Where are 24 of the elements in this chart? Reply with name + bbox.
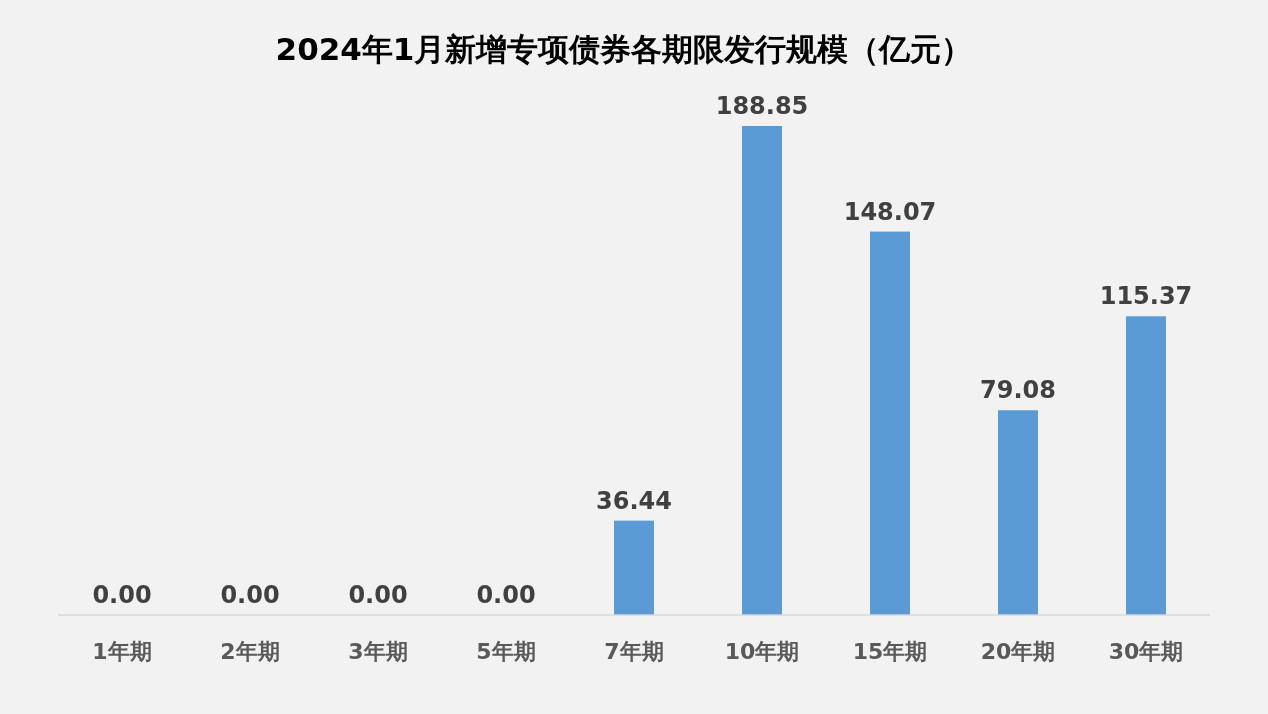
- bar: [1126, 316, 1166, 615]
- data-label: 36.44: [596, 486, 672, 515]
- x-tick-label: 3年期: [348, 639, 408, 664]
- x-tick-label: 10年期: [724, 639, 800, 664]
- x-tick-label: 7年期: [604, 639, 664, 664]
- chart-title: 2024年1月新增专项债券各期限发行规模（亿元）: [275, 31, 973, 67]
- bar: [614, 520, 654, 615]
- bar: [998, 410, 1038, 615]
- data-label: 188.85: [715, 92, 809, 120]
- data-label: 115.37: [1099, 282, 1193, 311]
- x-tick-label: 20年期: [980, 639, 1056, 664]
- data-label: 0.00: [348, 581, 408, 609]
- data-label: 148.07: [843, 197, 937, 226]
- bar: [742, 126, 782, 615]
- data-label: 79.08: [980, 376, 1056, 405]
- x-tick-label: 30年期: [1108, 639, 1184, 664]
- data-label: 0.00: [92, 581, 152, 609]
- data-label: 0.00: [476, 581, 536, 609]
- bar: [870, 231, 910, 615]
- x-tick-label: 15年期: [852, 639, 928, 664]
- data-label: 0.00: [220, 581, 280, 609]
- x-tick-label: 2年期: [220, 639, 280, 664]
- x-tick-label: 5年期: [476, 639, 536, 664]
- x-tick-label: 1年期: [92, 639, 152, 664]
